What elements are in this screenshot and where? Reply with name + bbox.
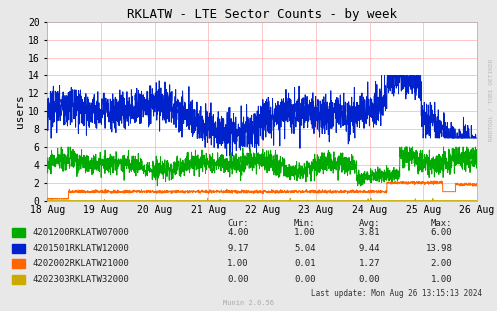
Text: 4.00: 4.00 (227, 228, 248, 237)
Text: 1.27: 1.27 (359, 259, 380, 268)
Text: 4201501RKLATW12000: 4201501RKLATW12000 (32, 244, 129, 253)
Text: 1.00: 1.00 (227, 259, 248, 268)
Text: 1.00: 1.00 (294, 228, 316, 237)
Text: Munin 2.0.56: Munin 2.0.56 (223, 300, 274, 306)
Y-axis label: users: users (15, 94, 25, 128)
Text: 0.00: 0.00 (294, 275, 316, 284)
Text: Max:: Max: (431, 219, 452, 228)
Text: 9.17: 9.17 (227, 244, 248, 253)
Text: 4202002RKLATW21000: 4202002RKLATW21000 (32, 259, 129, 268)
Text: 0.01: 0.01 (294, 259, 316, 268)
Text: RRDTOOL / TOBI OETIKER: RRDTOOL / TOBI OETIKER (489, 58, 494, 141)
Text: 3.81: 3.81 (359, 228, 380, 237)
Text: 0.00: 0.00 (359, 275, 380, 284)
Text: Last update: Mon Aug 26 13:15:13 2024: Last update: Mon Aug 26 13:15:13 2024 (311, 290, 482, 298)
Text: Cur:: Cur: (227, 219, 248, 228)
Text: 13.98: 13.98 (425, 244, 452, 253)
Text: 0.00: 0.00 (227, 275, 248, 284)
Text: 4201200RKLATW07000: 4201200RKLATW07000 (32, 228, 129, 237)
Text: 1.00: 1.00 (431, 275, 452, 284)
Text: 4202303RKLATW32000: 4202303RKLATW32000 (32, 275, 129, 284)
Text: Avg:: Avg: (359, 219, 380, 228)
Text: 9.44: 9.44 (359, 244, 380, 253)
Text: 6.00: 6.00 (431, 228, 452, 237)
Text: 5.04: 5.04 (294, 244, 316, 253)
Text: 2.00: 2.00 (431, 259, 452, 268)
Title: RKLATW - LTE Sector Counts - by week: RKLATW - LTE Sector Counts - by week (127, 7, 397, 21)
Text: Min:: Min: (294, 219, 316, 228)
